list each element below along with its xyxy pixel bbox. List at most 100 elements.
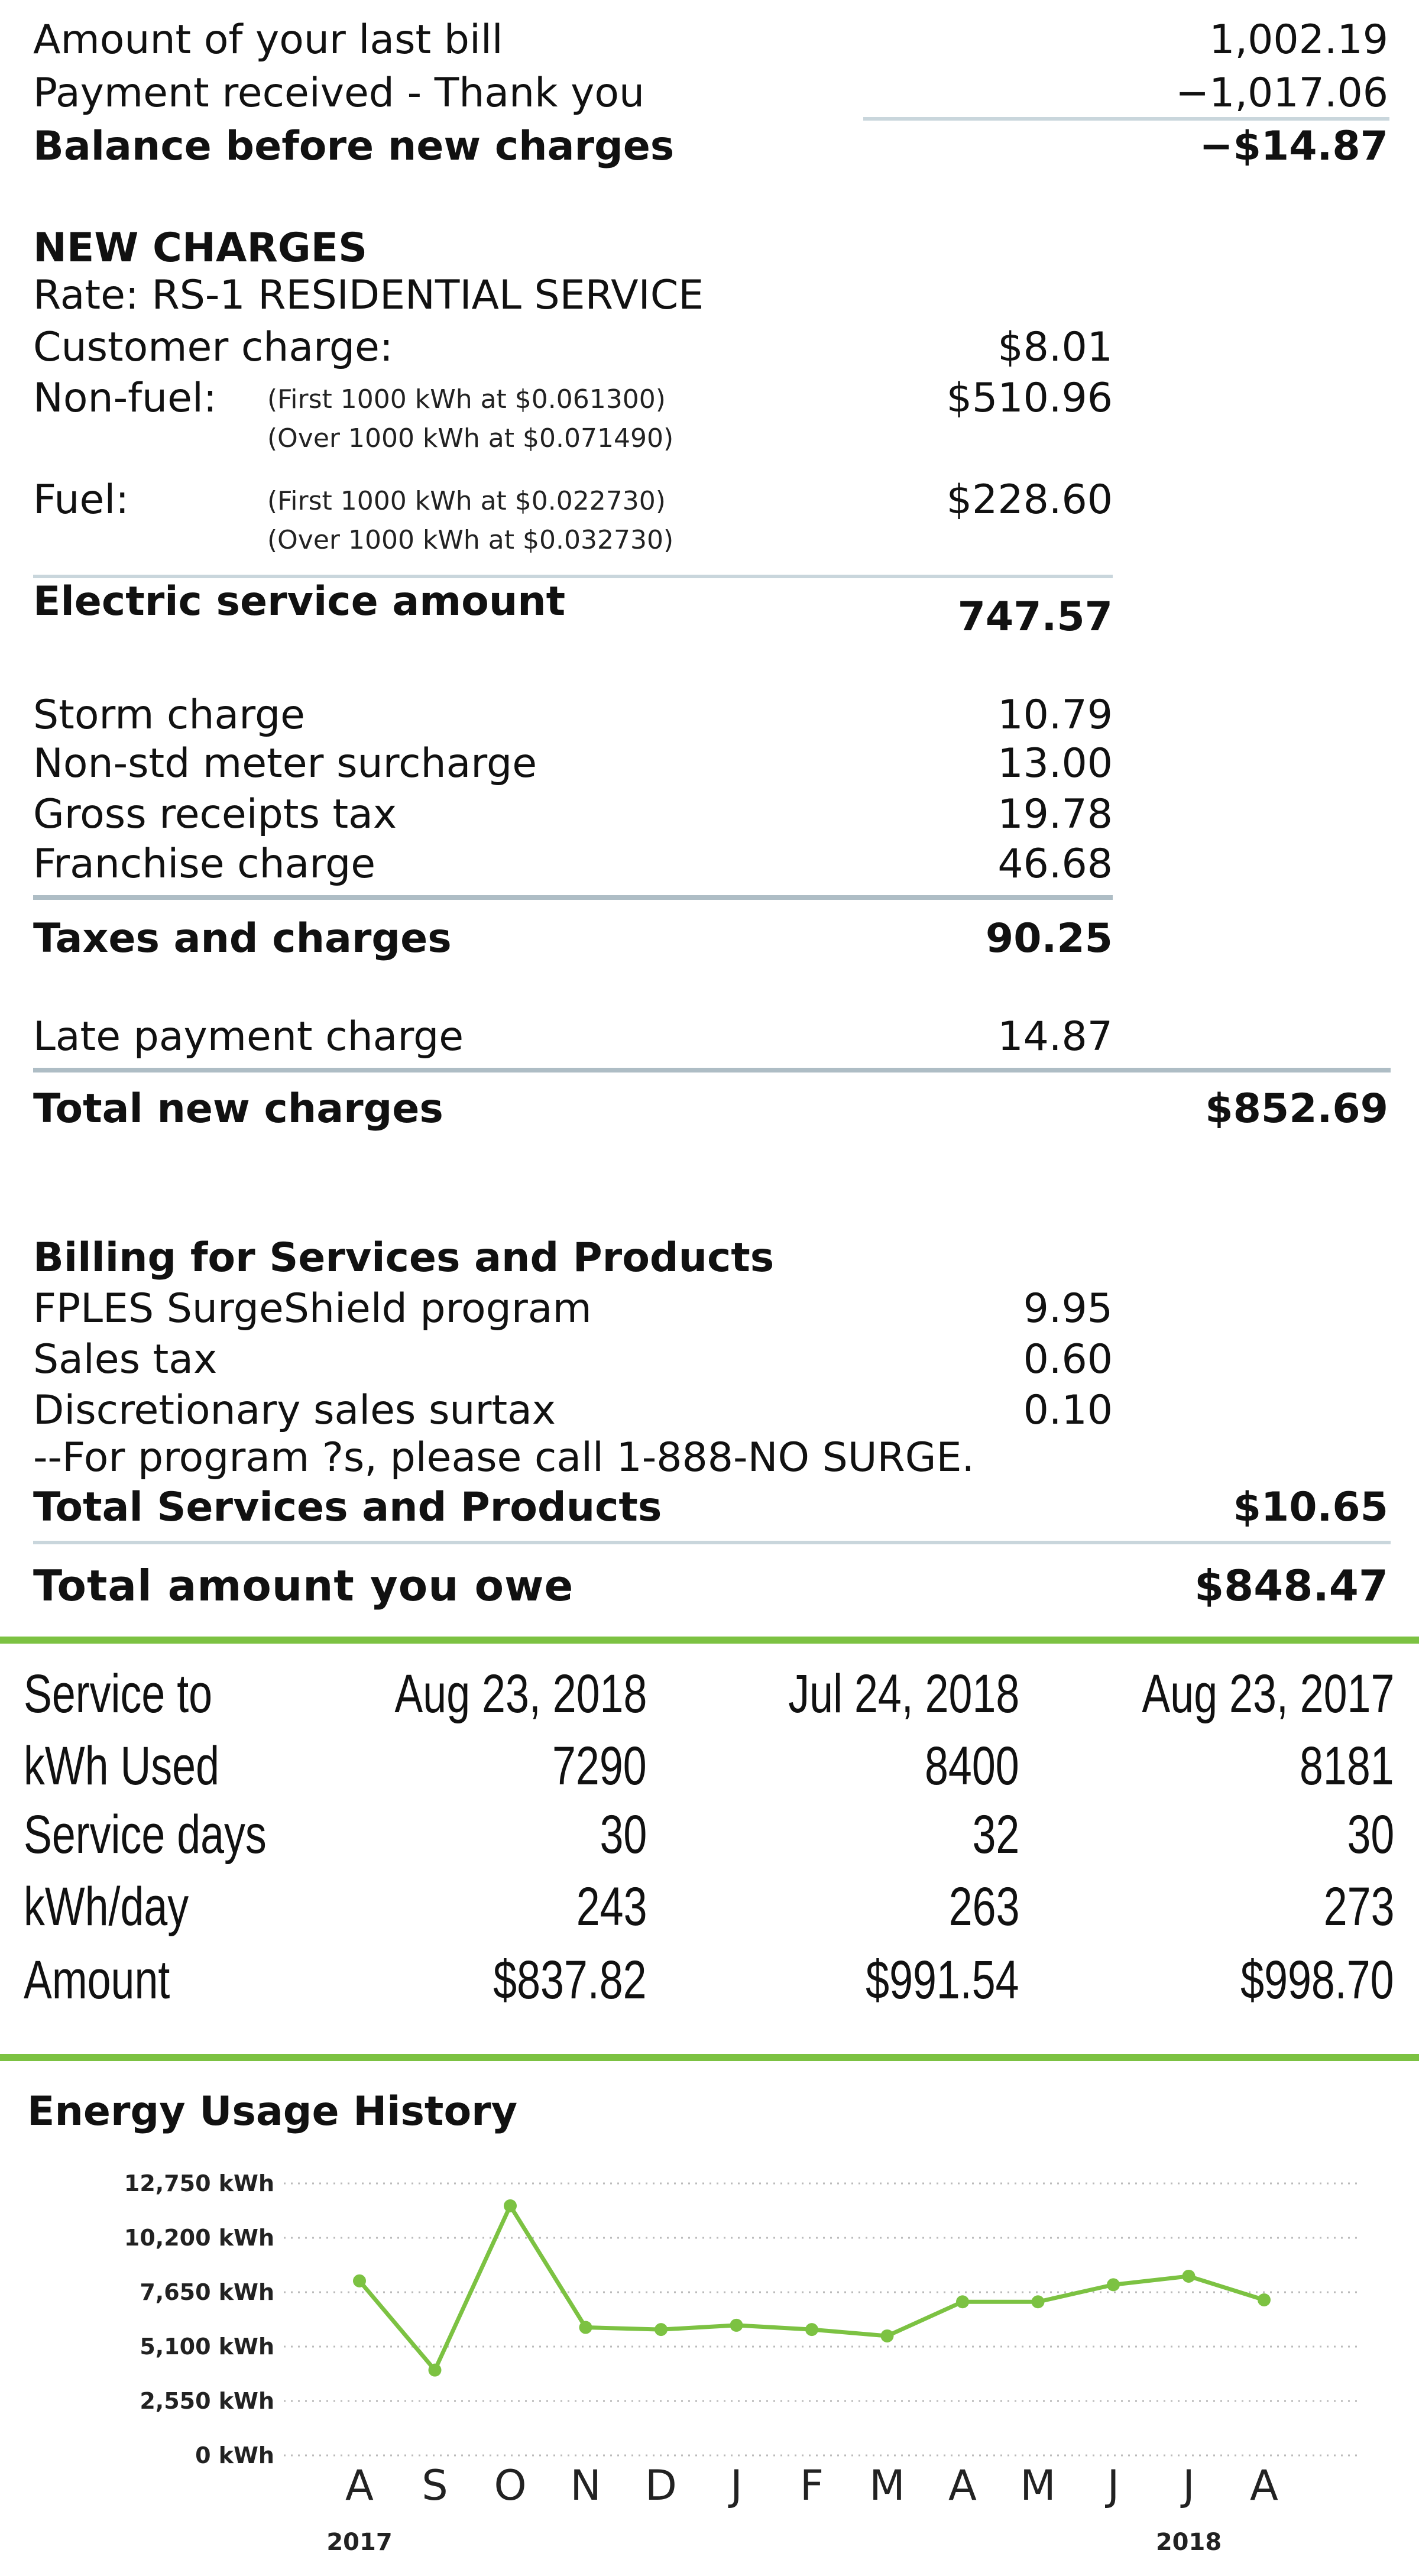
nonfuel-note-2: (Over 1000 kWh at $0.071490) [267, 423, 674, 453]
x-tick-label: N [570, 2461, 601, 2510]
total-new-charges-label: Total new charges [33, 1086, 443, 1132]
data-point [579, 2321, 592, 2334]
surtax-label: Discretionary sales surtax [33, 1387, 556, 1434]
chart-title: Energy Usage History [27, 2088, 518, 2135]
fuel-note-2: (Over 1000 kWh at $0.032730) [267, 525, 674, 555]
surtax-value: 0.10 [1023, 1387, 1113, 1434]
customer-charge-value: $8.01 [997, 324, 1113, 371]
x-tick-label: J [728, 2461, 743, 2510]
data-point [730, 2318, 743, 2332]
fuel-label: Fuel: [33, 477, 129, 523]
total-owe-label: Total amount you owe [33, 1561, 574, 1611]
storm-charge-label: Storm charge [33, 692, 305, 738]
total-services-value: $10.65 [1233, 1484, 1388, 1531]
gross-receipts-value: 19.78 [997, 791, 1113, 838]
rate-text: Rate: RS-1 RESIDENTIAL SERVICE [33, 272, 704, 319]
usage-cell: 273 [1323, 1877, 1394, 1937]
x-tick-label: O [494, 2461, 526, 2510]
franchise-charge-value: 46.68 [997, 841, 1113, 887]
sales-tax-value: 0.60 [1023, 1336, 1113, 1383]
divider [33, 1068, 1391, 1072]
usage-cell: 243 [576, 1877, 647, 1937]
surgeshield-value: 9.95 [1023, 1285, 1113, 1332]
usage-row-label: kWh Used [24, 1736, 219, 1796]
usage-cell: 263 [948, 1877, 1019, 1937]
surgeshield-label: FPLES SurgeShield program [33, 1285, 592, 1332]
x-tick-label: A [345, 2461, 374, 2510]
data-point [428, 2363, 442, 2377]
y-tick-label: 5,100 kWh [140, 2334, 274, 2360]
usage-cell: $991.54 [866, 1950, 1019, 2010]
usage-cell: 30 [1347, 1804, 1394, 1865]
data-point [504, 2199, 517, 2212]
payment-value: −1,017.06 [1175, 70, 1388, 116]
green-divider [0, 1637, 1419, 1644]
nonfuel-label: Non-fuel: [33, 375, 217, 422]
data-point [956, 2295, 969, 2309]
data-point [1031, 2295, 1045, 2309]
taxes-charges-label: Taxes and charges [33, 915, 452, 962]
surge-program-note: --For program ?s, please call 1-888-NO S… [33, 1434, 975, 1481]
divider [33, 575, 1113, 578]
taxes-charges-value: 90.25 [985, 915, 1113, 962]
sales-tax-label: Sales tax [33, 1336, 218, 1383]
storm-charge-value: 10.79 [997, 692, 1113, 738]
x-tick-label: M [869, 2461, 905, 2510]
services-heading: Billing for Services and Products [33, 1234, 775, 1281]
total-owe-value: $848.47 [1194, 1561, 1388, 1611]
total-new-charges-value: $852.69 [1205, 1086, 1388, 1132]
usage-cell: Jul 24, 2018 [788, 1664, 1019, 1724]
year-label: 2018 [1156, 2529, 1222, 2556]
customer-charge-label: Customer charge: [33, 324, 393, 371]
green-divider [0, 2054, 1419, 2061]
usage-row-label: Service days [24, 1804, 267, 1865]
usage-cell: 8181 [1300, 1736, 1394, 1796]
data-point [1258, 2293, 1271, 2306]
usage-cell: $998.70 [1240, 1950, 1394, 2010]
usage-row-label: Service to [24, 1664, 213, 1724]
y-tick-label: 10,200 kWh [124, 2225, 274, 2251]
divider [33, 895, 1113, 900]
fuel-value: $228.60 [946, 477, 1113, 523]
late-payment-value: 14.87 [997, 1013, 1113, 1060]
data-point [1182, 2269, 1196, 2283]
y-tick-label: 7,650 kWh [140, 2279, 274, 2305]
usage-row-label: Amount [24, 1950, 170, 2010]
x-tick-label: M [1020, 2461, 1055, 2510]
usage-cell: 7290 [552, 1736, 647, 1796]
y-tick-label: 0 kWh [195, 2442, 274, 2468]
balance-label: Balance before new charges [33, 123, 675, 170]
total-services-label: Total Services and Products [33, 1484, 662, 1531]
gross-receipts-label: Gross receipts tax [33, 791, 397, 838]
electric-amount-label: Electric service amount [33, 578, 566, 625]
y-tick-label: 2,550 kWh [140, 2388, 274, 2414]
year-label: 2017 [326, 2529, 392, 2556]
last-bill-label: Amount of your last bill [33, 17, 503, 63]
usage-cell: 30 [600, 1804, 647, 1865]
data-point [1107, 2278, 1120, 2292]
usage-row-label: kWh/day [24, 1877, 189, 1937]
franchise-charge-label: Franchise charge [33, 841, 376, 887]
nonfuel-value: $510.96 [946, 375, 1113, 422]
data-point [880, 2329, 894, 2342]
late-payment-label: Late payment charge [33, 1013, 464, 1060]
fuel-note-1: (First 1000 kWh at $0.022730) [267, 486, 666, 516]
usage-cell: Aug 23, 2017 [1142, 1664, 1394, 1724]
data-point [655, 2323, 668, 2337]
x-tick-label: J [1105, 2461, 1120, 2510]
x-tick-label: A [1250, 2461, 1278, 2510]
payment-label: Payment received - Thank you [33, 70, 645, 116]
usage-cell: $837.82 [493, 1950, 647, 2010]
x-tick-label: A [948, 2461, 977, 2510]
nonfuel-note-1: (First 1000 kWh at $0.061300) [267, 384, 666, 414]
new-charges-heading: NEW CHARGES [33, 225, 368, 271]
divider [33, 1541, 1391, 1544]
meter-surcharge-label: Non-std meter surcharge [33, 740, 537, 787]
x-tick-label: S [422, 2461, 448, 2510]
data-point [805, 2323, 818, 2337]
divider [863, 117, 1389, 121]
meter-surcharge-value: 13.00 [997, 740, 1113, 787]
x-tick-label: D [645, 2461, 677, 2510]
balance-value: −$14.87 [1199, 123, 1388, 170]
